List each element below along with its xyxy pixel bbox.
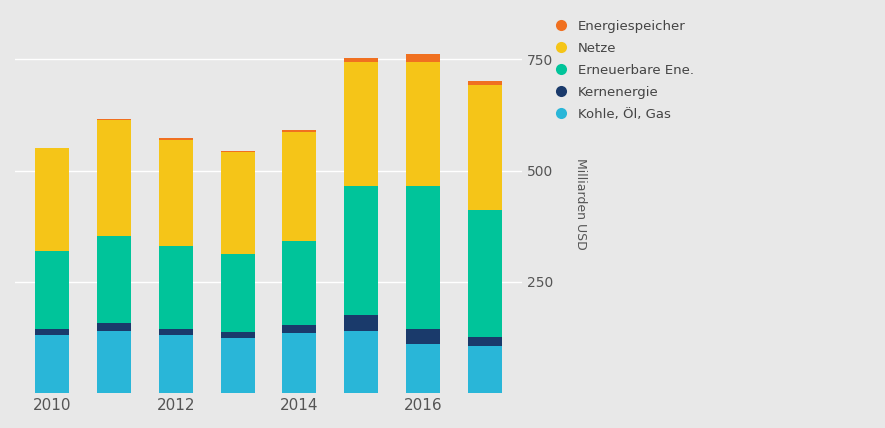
Bar xyxy=(344,186,378,315)
Bar xyxy=(220,151,255,152)
Bar xyxy=(158,335,193,393)
Bar xyxy=(406,186,440,329)
Bar xyxy=(468,85,502,210)
Bar xyxy=(97,236,131,323)
Legend: Energiespeicher, Netze, Erneuerbare Ene., Kernenergie, Kohle, Öl, Gas: Energiespeicher, Netze, Erneuerbare Ene.… xyxy=(549,14,699,126)
Bar xyxy=(406,329,440,344)
Bar xyxy=(97,331,131,393)
Bar xyxy=(344,331,378,393)
Bar xyxy=(220,152,255,254)
Bar xyxy=(406,62,440,186)
Bar xyxy=(282,333,316,393)
Bar xyxy=(282,131,316,241)
Bar xyxy=(158,138,193,140)
Bar xyxy=(35,329,69,335)
Bar xyxy=(468,346,502,393)
Bar xyxy=(35,148,69,149)
Bar xyxy=(35,149,69,251)
Bar xyxy=(35,251,69,329)
Bar xyxy=(97,119,131,120)
Bar xyxy=(282,241,316,325)
Bar xyxy=(468,81,502,85)
Bar xyxy=(406,344,440,393)
Bar xyxy=(344,62,378,186)
Bar xyxy=(97,120,131,236)
Bar xyxy=(158,140,193,247)
Bar xyxy=(282,325,316,333)
Bar xyxy=(468,337,502,346)
Bar xyxy=(220,254,255,332)
Bar xyxy=(220,332,255,338)
Bar xyxy=(468,210,502,337)
Bar xyxy=(344,315,378,331)
Bar xyxy=(35,335,69,393)
Y-axis label: Milliarden USD: Milliarden USD xyxy=(573,158,587,250)
Bar xyxy=(220,338,255,393)
Bar xyxy=(344,58,378,62)
Bar xyxy=(158,329,193,335)
Bar xyxy=(97,323,131,331)
Bar xyxy=(158,247,193,329)
Bar xyxy=(406,54,440,62)
Bar xyxy=(282,130,316,131)
